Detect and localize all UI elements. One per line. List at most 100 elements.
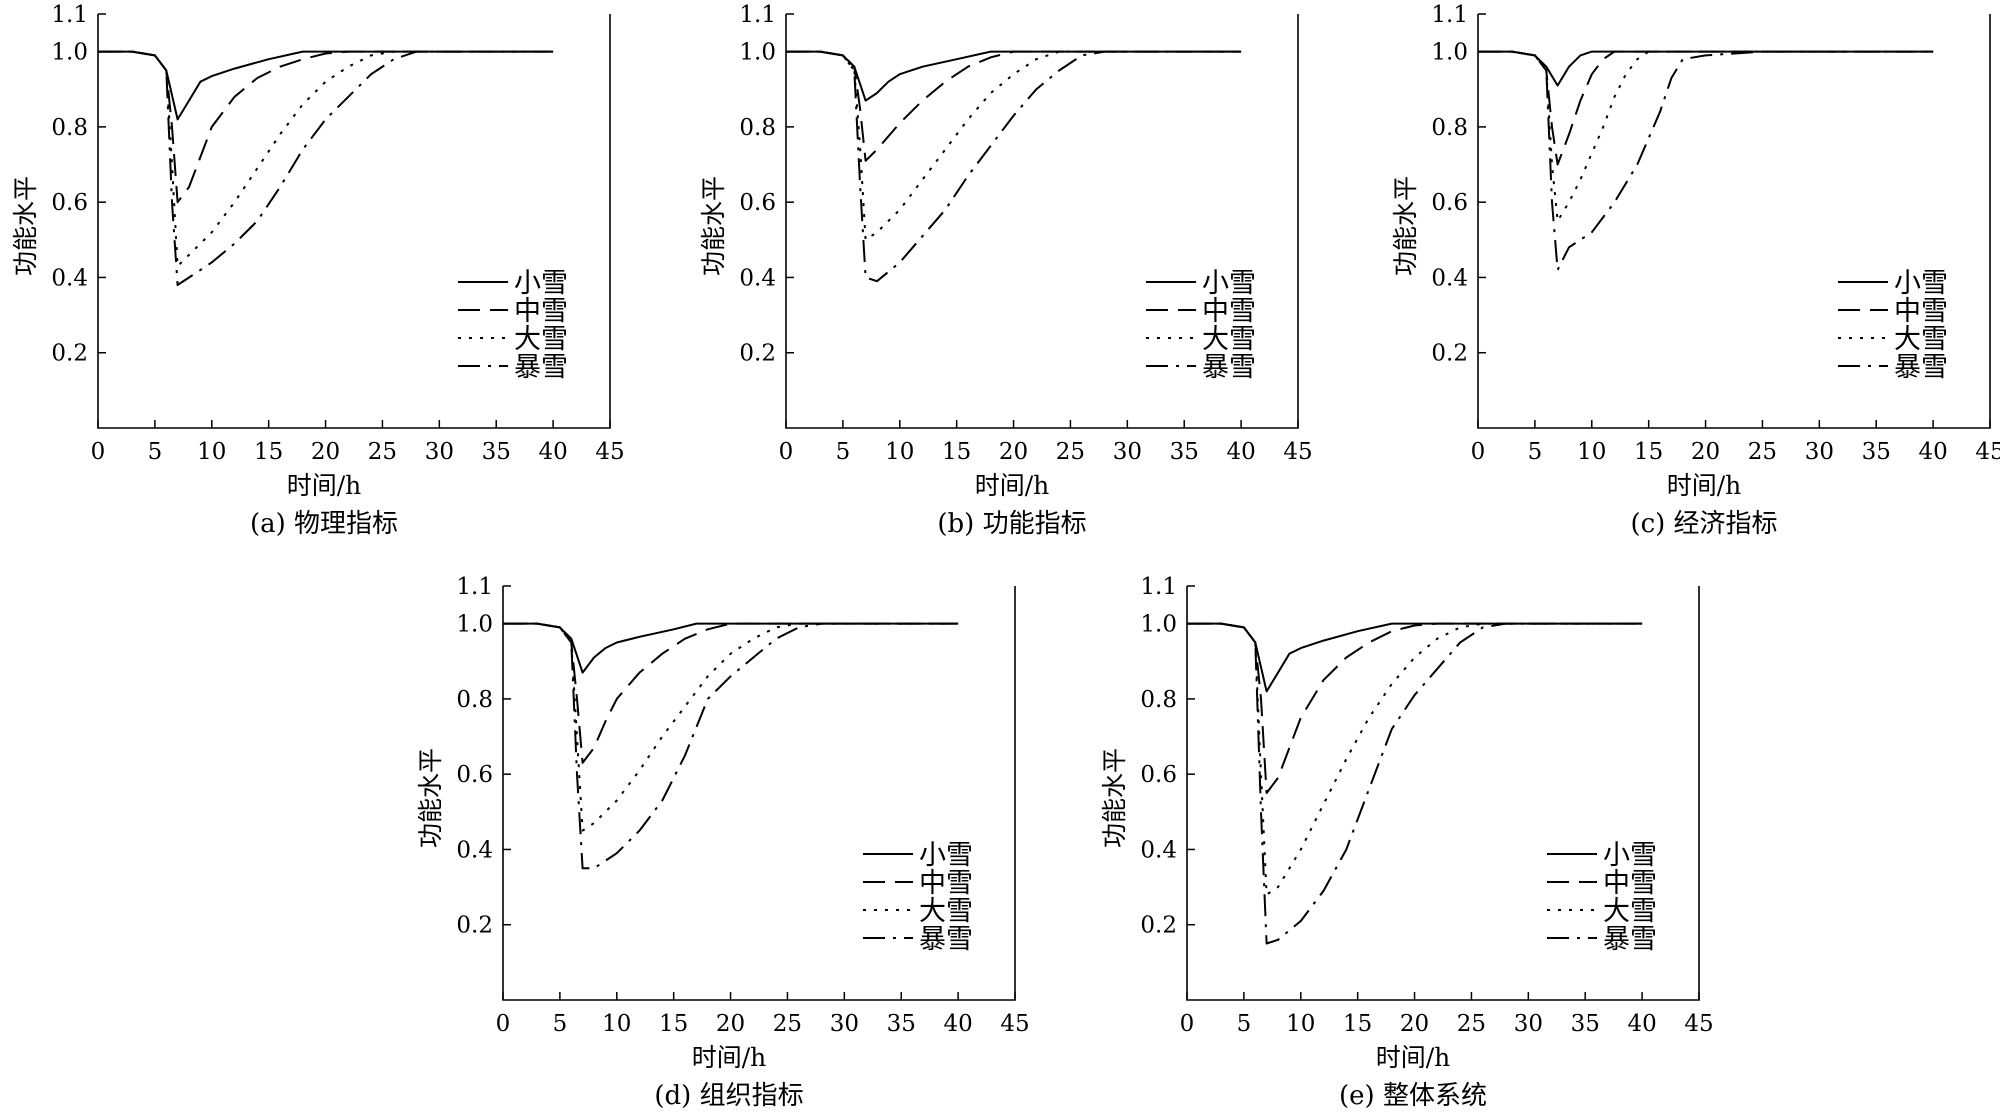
x-tick-label: 45	[1684, 1011, 1713, 1037]
series-line-dashed-medium-snow	[786, 50, 1242, 162]
y-tick-label: 1.0	[1140, 612, 1177, 638]
x-tick-label: 25	[368, 439, 397, 465]
x-tick-label: 35	[1862, 439, 1891, 465]
series-line-dashdot-blizzard	[98, 50, 554, 286]
axes-frame	[1477, 14, 1991, 429]
legend-label: 大雪	[1894, 324, 1948, 355]
x-tick-label: 0	[496, 1011, 511, 1037]
y-tick-label: 0.6	[51, 190, 88, 216]
y-tick-label: 0.6	[456, 762, 493, 788]
x-axis-label: 时间/h	[1376, 1043, 1451, 1072]
chart-panel-3: 0 5 10 15 20 25 30 35 40 45 0.2 0.4 0.6 0.8 1.0 1.1 时间/h…	[1391, 2, 2000, 539]
x-tick-label: 35	[1571, 1011, 1600, 1037]
x-tick-label: 20	[311, 439, 340, 465]
x-tick-label: 0	[1471, 439, 1486, 465]
x-tick-label: 45	[595, 439, 624, 465]
y-axis-label: 功能水平	[11, 176, 40, 276]
x-axis-label: 时间/h	[287, 471, 362, 500]
x-tick-label: 30	[1805, 439, 1834, 465]
legend-label: 中雪	[1894, 296, 1948, 327]
chart-panel-2: 0 5 10 15 20 25 30 35 40 45 0.2 0.4 0.6 0.8 1.0 1.1 时间/h…	[699, 2, 1313, 539]
legend-label: 暴雪	[919, 924, 973, 955]
x-tick-label: 20	[716, 1011, 745, 1037]
x-axis-label: 时间/h	[975, 471, 1050, 500]
x-tick-label: 25	[773, 1011, 802, 1037]
y-tick-label: 0.2	[456, 913, 493, 939]
y-axis-label: 功能水平	[416, 748, 445, 848]
y-tick-label: 0.2	[1431, 341, 1468, 367]
x-tick-label: 0	[91, 439, 106, 465]
x-tick-label: 5	[836, 439, 851, 465]
legend-label: 暴雪	[1894, 352, 1948, 383]
axes-frame	[97, 14, 611, 429]
panel-caption: (d) 组织指标	[654, 1081, 803, 1111]
legend-label: 大雪	[919, 896, 973, 927]
x-tick-label: 5	[148, 439, 163, 465]
y-tick-label: 1.0	[1431, 40, 1468, 66]
y-tick-label: 0.2	[739, 341, 776, 367]
y-tick-label: 0.4	[456, 837, 493, 863]
x-tick-label: 30	[425, 439, 454, 465]
x-tick-label: 25	[1748, 439, 1777, 465]
y-tick-label: 0.4	[51, 265, 88, 291]
y-tick-label: 0.2	[1140, 913, 1177, 939]
series-line-dashdot-blizzard	[1478, 50, 1934, 271]
legend-label: 大雪	[1603, 896, 1657, 927]
x-tick-label: 10	[1286, 1011, 1315, 1037]
chart-panel-5: 0 5 10 15 20 25 30 35 40 45 0.2 0.4 0.6 0.8 1.0 1.1 时间/h…	[1100, 574, 1714, 1111]
legend-label: 中雪	[1202, 296, 1256, 327]
y-tick-label: 1.1	[1431, 2, 1468, 28]
x-tick-label: 45	[1975, 439, 2000, 465]
x-tick-label: 30	[1113, 439, 1142, 465]
x-tick-label: 20	[1400, 1011, 1429, 1037]
x-tick-label: 30	[830, 1011, 859, 1037]
series-line-dotted-heavy-snow	[98, 50, 554, 268]
y-tick-label: 0.8	[1431, 115, 1468, 141]
x-tick-label: 35	[1170, 439, 1199, 465]
series-line-dotted-heavy-snow	[1478, 50, 1934, 222]
x-tick-label: 10	[1577, 439, 1606, 465]
x-tick-label: 15	[1634, 439, 1663, 465]
series-line-dashdot-blizzard	[503, 622, 959, 870]
x-tick-label: 10	[885, 439, 914, 465]
panel-caption: (c) 经济指标	[1630, 509, 1777, 539]
axes-frame	[502, 586, 1016, 1001]
x-axis-label: 时间/h	[1667, 471, 1742, 500]
legend-label: 小雪	[1603, 840, 1657, 871]
x-tick-label: 40	[538, 439, 567, 465]
x-tick-label: 5	[1237, 1011, 1252, 1037]
y-tick-label: 0.8	[51, 115, 88, 141]
legend-label: 小雪	[514, 268, 568, 299]
legend-label: 中雪	[1603, 868, 1657, 899]
panel-caption: (b) 功能指标	[937, 509, 1086, 539]
x-tick-label: 15	[1343, 1011, 1372, 1037]
y-tick-label: 1.0	[456, 612, 493, 638]
x-tick-label: 25	[1457, 1011, 1486, 1037]
x-tick-label: 15	[659, 1011, 688, 1037]
x-tick-label: 30	[1514, 1011, 1543, 1037]
x-tick-label: 45	[1283, 439, 1312, 465]
legend-label: 暴雪	[1603, 924, 1657, 955]
legend-label: 大雪	[514, 324, 568, 355]
y-tick-label: 0.8	[1140, 687, 1177, 713]
x-tick-label: 5	[553, 1011, 568, 1037]
axes-frame	[785, 14, 1299, 429]
y-tick-label: 0.8	[739, 115, 776, 141]
series-line-dashed-medium-snow	[503, 622, 959, 764]
series-line-dashed-medium-snow	[98, 50, 554, 204]
x-tick-label: 35	[482, 439, 511, 465]
y-tick-label: 0.4	[1431, 265, 1468, 291]
x-tick-label: 40	[1918, 439, 1947, 465]
y-axis-label: 功能水平	[1100, 748, 1129, 848]
series-line-dashdot-blizzard	[1187, 622, 1643, 945]
x-tick-label: 5	[1528, 439, 1543, 465]
x-tick-label: 20	[999, 439, 1028, 465]
y-axis-label: 功能水平	[699, 176, 728, 276]
x-tick-label: 45	[1000, 1011, 1029, 1037]
y-tick-label: 1.1	[456, 574, 493, 600]
x-tick-label: 0	[1180, 1011, 1195, 1037]
y-tick-label: 1.1	[51, 2, 88, 28]
series-line-dotted-heavy-snow	[503, 622, 959, 832]
y-tick-label: 1.1	[1140, 574, 1177, 600]
